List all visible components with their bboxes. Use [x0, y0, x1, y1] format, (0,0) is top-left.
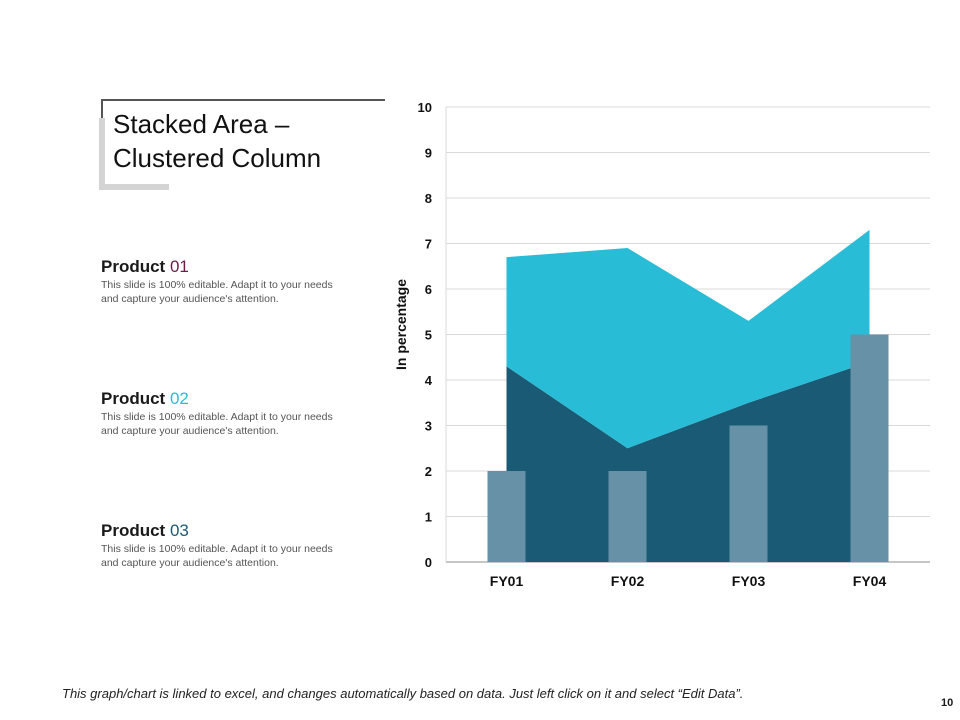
title-accent-left	[99, 118, 105, 188]
page-number: 10	[941, 697, 954, 709]
product-label: Product	[101, 257, 166, 276]
y-tick-label: 5	[425, 328, 432, 343]
x-tick-label: FY04	[853, 573, 887, 589]
product-heading: Product 02	[101, 388, 371, 410]
bar-fy04	[850, 334, 889, 562]
title-frame-top	[101, 99, 385, 101]
x-tick-label: FY02	[611, 573, 645, 589]
title-accent-bottom	[99, 184, 169, 190]
y-tick-label: 1	[425, 510, 432, 525]
product-number: 02	[169, 389, 189, 408]
product-heading: Product 01	[101, 256, 371, 278]
product-01: Product 01 This slide is 100% editable. …	[101, 256, 371, 306]
stacked-area-clustered-column-chart[interactable]: 0 1 2 3 4 5 6 7 8 9 10 FY01 FY02 FY03 FY04 In percentag…	[385, 90, 945, 610]
y-tick-label: 2	[425, 464, 432, 479]
y-tick-label: 6	[425, 282, 432, 297]
bar-fy02	[608, 471, 647, 562]
product-description: This slide is 100% editable. Adapt it to…	[101, 543, 333, 569]
footer-note: This graph/chart is linked to excel, and…	[62, 686, 744, 701]
bar-fy01	[487, 471, 526, 562]
y-tick-label: 3	[425, 419, 432, 434]
title-frame-left	[101, 99, 103, 119]
x-tick-label: FY01	[490, 573, 524, 589]
product-heading: Product 03	[101, 520, 371, 542]
product-description: This slide is 100% editable. Adapt it to…	[101, 411, 333, 437]
y-tick-label: 7	[425, 237, 432, 252]
y-tick-label: 0	[425, 555, 432, 570]
product-02: Product 02 This slide is 100% editable. …	[101, 388, 371, 438]
product-description: This slide is 100% editable. Adapt it to…	[101, 279, 333, 305]
product-label: Product	[101, 521, 166, 540]
product-number: 01	[169, 257, 189, 276]
y-tick-label: 9	[425, 146, 432, 161]
product-number: 03	[169, 521, 189, 540]
y-tick-label: 8	[425, 191, 432, 206]
slide-title: Stacked Area – Clustered Column	[113, 109, 322, 173]
area-series-2	[506, 229, 870, 449]
y-axis-title: In percentage	[393, 279, 409, 370]
x-tick-label: FY03	[732, 573, 766, 589]
y-tick-label: 10	[418, 100, 432, 115]
bar-fy03	[729, 425, 768, 562]
product-label: Product	[101, 389, 166, 408]
product-03: Product 03 This slide is 100% editable. …	[101, 520, 371, 570]
area-series-1	[506, 361, 870, 562]
y-tick-label: 4	[425, 373, 433, 388]
